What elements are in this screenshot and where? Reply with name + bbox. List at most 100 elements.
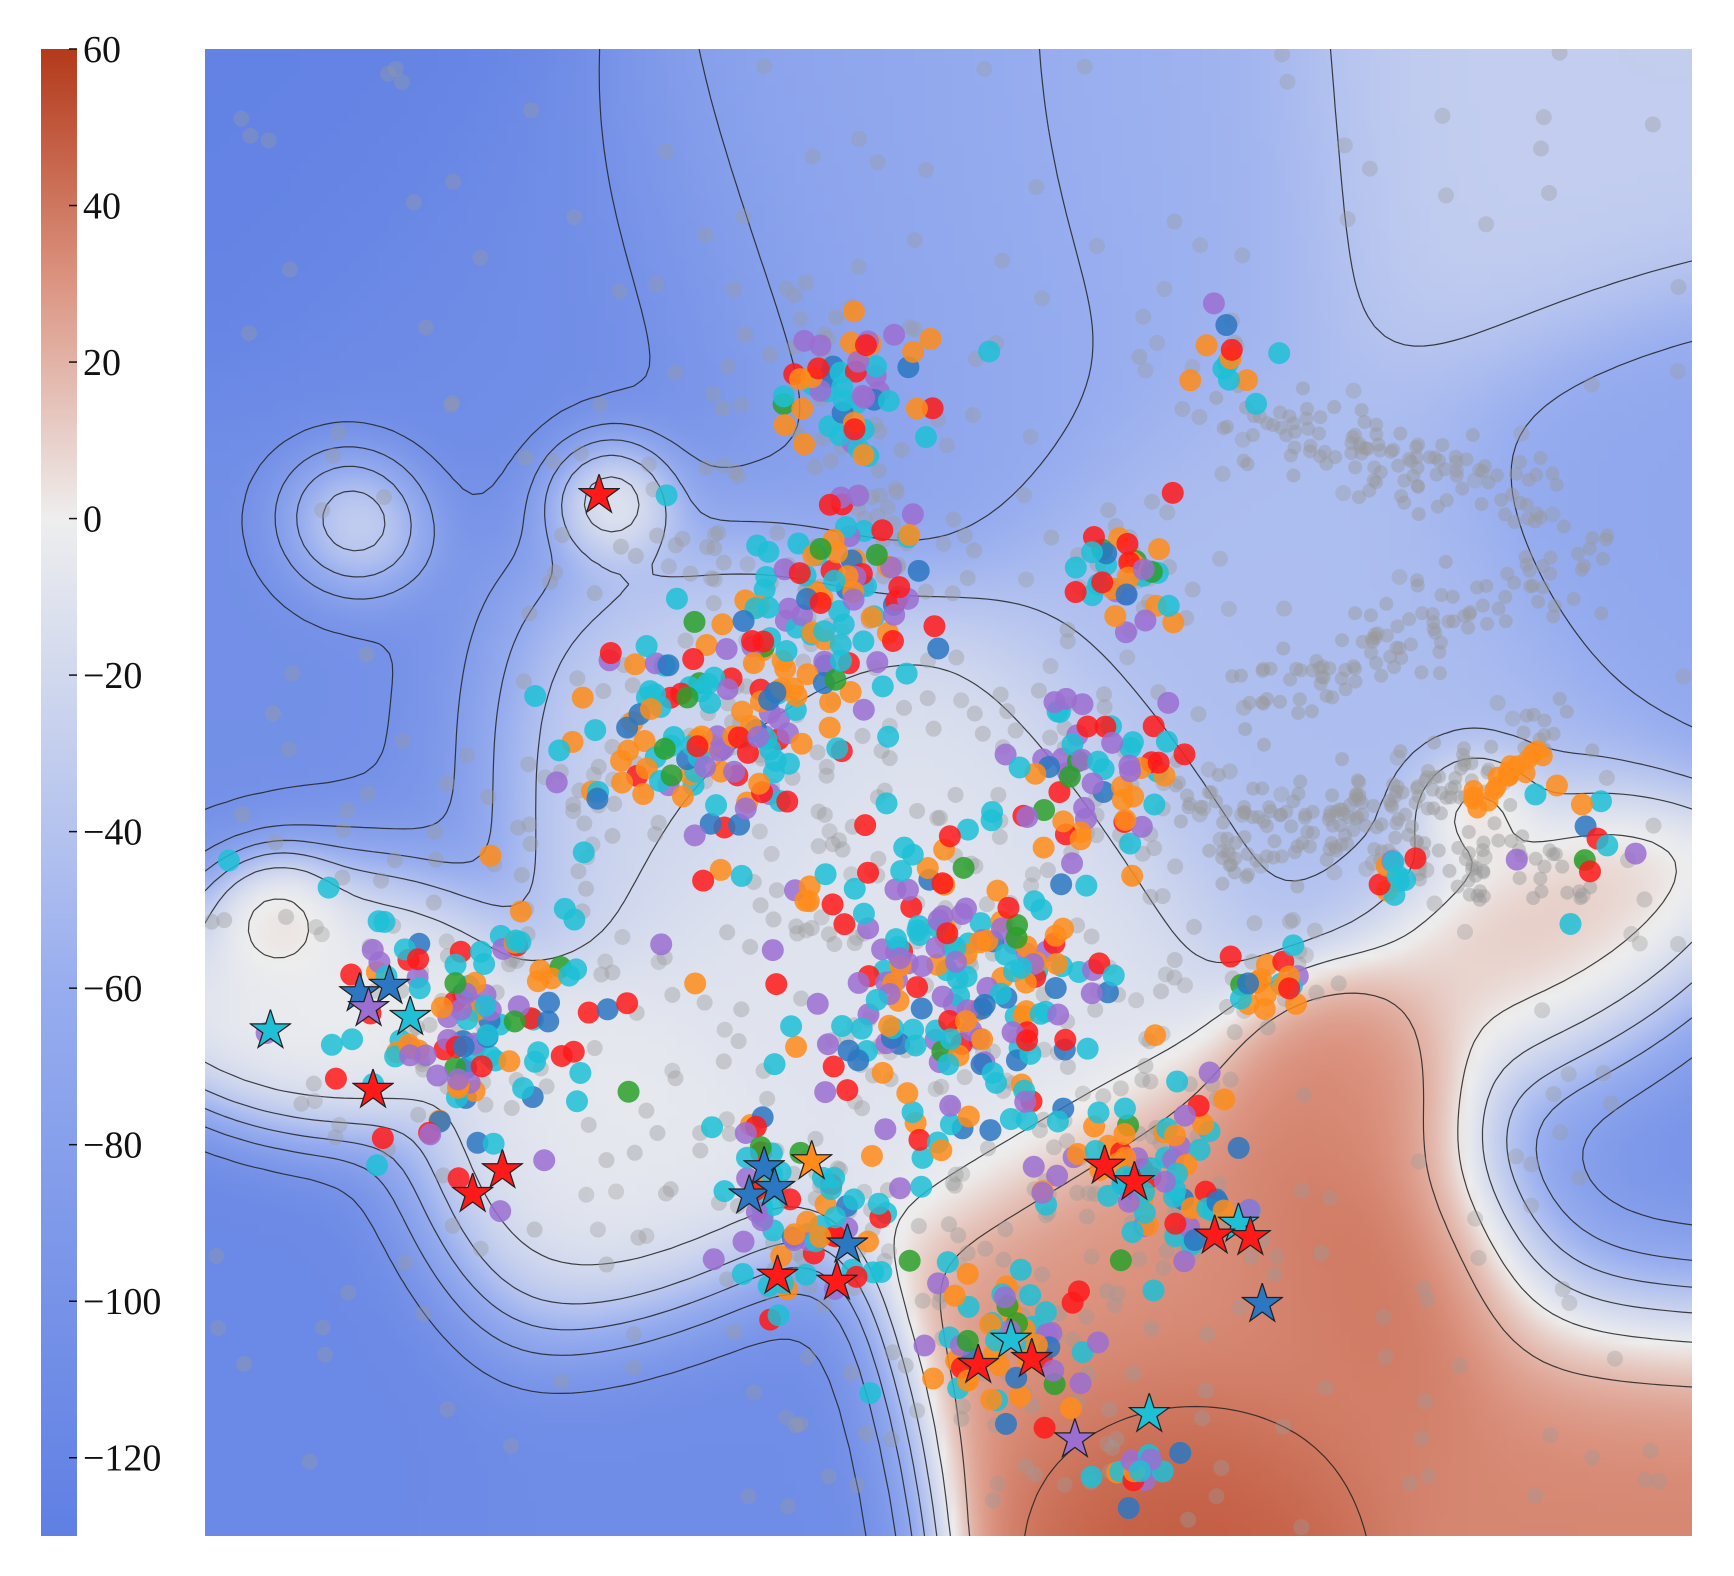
background-point: [1455, 481, 1470, 496]
scatter-point: [839, 681, 862, 704]
scatter-point: [730, 700, 753, 723]
scatter-point: [1042, 1359, 1065, 1382]
background-point: [1238, 805, 1253, 820]
scatter-point: [1114, 621, 1137, 644]
background-point: [1413, 1430, 1430, 1447]
background-point: [1080, 1185, 1097, 1202]
background-point: [1409, 781, 1424, 796]
background-point: [1528, 514, 1543, 529]
background-point: [1385, 799, 1400, 814]
background-point: [1360, 441, 1375, 456]
scatter-point: [1015, 1108, 1038, 1131]
scatter-point: [1109, 1249, 1132, 1272]
background-point: [314, 1319, 331, 1336]
scatter-point: [1173, 1104, 1196, 1127]
background-point: [1028, 178, 1045, 195]
scatter-point: [881, 629, 904, 652]
background-point: [1202, 785, 1217, 800]
background-point: [1166, 952, 1183, 969]
background-point: [959, 569, 976, 586]
background-point: [1227, 865, 1242, 880]
background-point: [1572, 884, 1587, 899]
scatter-point: [682, 648, 705, 671]
background-point: [810, 838, 827, 855]
background-point: [1390, 779, 1405, 794]
background-point: [1669, 363, 1686, 380]
background-point: [850, 258, 867, 275]
background-point: [1650, 1473, 1667, 1490]
background-point: [1543, 550, 1558, 565]
colorbar-ticks: 60 40 20 0 −20 −40 −60 −80 −100 −120: [69, 29, 161, 1480]
scatter-point: [847, 350, 870, 373]
scatter-point: [700, 1116, 723, 1139]
scatter-point: [867, 1192, 890, 1215]
scatter-point: [796, 663, 819, 686]
background-point: [1573, 891, 1588, 906]
background-point: [1457, 609, 1472, 624]
scatter-point: [1155, 730, 1178, 753]
background-point: [1534, 1002, 1551, 1019]
scatter-point: [1052, 810, 1075, 833]
background-point: [1024, 866, 1041, 883]
background-point: [1252, 857, 1269, 874]
scatter-point: [732, 609, 755, 632]
scatter-point: [1080, 1465, 1103, 1488]
scatter-point: [713, 1180, 736, 1203]
background-point: [1240, 457, 1255, 472]
background-point: [793, 990, 810, 1007]
background-point: [1369, 656, 1384, 671]
background-point: [444, 1217, 461, 1234]
background-point: [1322, 661, 1337, 676]
scatter-point: [1386, 864, 1409, 887]
background-point: [658, 1185, 675, 1202]
scatter-point: [1173, 1250, 1196, 1273]
background-point: [526, 1221, 543, 1238]
background-point: [1220, 600, 1237, 617]
background-point: [944, 585, 961, 602]
colorbar: 60 40 20 0 −20 −40 −60 −80 −100 −120: [41, 29, 161, 1536]
background-point: [1478, 216, 1495, 233]
background-point: [513, 866, 530, 883]
background-point: [1334, 837, 1349, 852]
scatter-point: [399, 1044, 422, 1067]
scatter-point: [1219, 945, 1242, 968]
background-point: [1472, 892, 1487, 907]
scatter-point: [843, 418, 866, 441]
scatter-point: [862, 1261, 885, 1284]
background-point: [1279, 804, 1294, 819]
scatter-point: [611, 771, 634, 794]
background-point: [1222, 1071, 1239, 1088]
background-point: [1287, 845, 1302, 860]
background-point: [1523, 579, 1538, 594]
background-point: [1274, 49, 1291, 63]
scatter-point: [1076, 1037, 1099, 1060]
background-point: [1216, 421, 1231, 436]
background-point: [1362, 483, 1377, 498]
scatter-point: [931, 872, 954, 895]
background-point: [1433, 806, 1448, 821]
background-point: [554, 527, 571, 544]
background-point: [1479, 578, 1494, 593]
background-point: [1042, 658, 1059, 675]
scatter-point: [902, 340, 925, 363]
background-point: [510, 819, 527, 836]
scatter-point: [1130, 815, 1153, 838]
background-point: [1476, 835, 1491, 850]
background-point: [674, 530, 691, 547]
background-point: [947, 786, 964, 803]
scatter-point: [584, 719, 607, 742]
scatter-point: [826, 737, 849, 760]
background-point: [1411, 479, 1426, 494]
background-point: [881, 750, 898, 767]
background-point: [1542, 1427, 1559, 1444]
background-point: [1461, 873, 1476, 888]
scatter-point: [1022, 1155, 1045, 1178]
background-point: [649, 1125, 666, 1142]
scatter-point: [1104, 605, 1127, 628]
scatter-point: [776, 790, 799, 813]
background-point: [565, 796, 582, 813]
scatter-point: [1096, 981, 1119, 1004]
background-point: [1404, 819, 1419, 834]
background-point: [1031, 1122, 1048, 1139]
scatter-point: [1589, 790, 1612, 813]
